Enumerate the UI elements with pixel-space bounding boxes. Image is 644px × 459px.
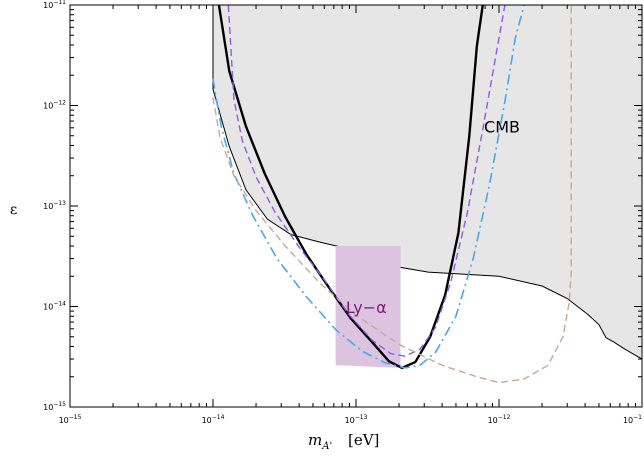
shaded-regions [212, 5, 642, 368]
x-axis-title: mA' [308, 431, 332, 452]
limit-curve-3 [212, 5, 572, 384]
region-1-fill [335, 245, 401, 368]
y-tick-label: 10−12 [43, 100, 66, 111]
y-tick-label: 10−11 [43, 0, 66, 10]
x-tick-label: 10−1 [623, 414, 642, 425]
x-tick-label: 10−12 [488, 414, 511, 425]
region-labels: CMB Ly−α [346, 117, 520, 317]
limit-curve-0 [217, 5, 484, 370]
region-label-0: CMB [484, 117, 520, 136]
x-axis-title-subscript: A' [321, 441, 332, 452]
region-0-fill [213, 5, 642, 360]
y-tick-label: 10−14 [43, 301, 66, 312]
x-tick-label: 10−15 [59, 414, 82, 425]
x-axis-title-main: m [308, 431, 322, 449]
region-0-boundary [212, 5, 642, 360]
y-tick-label: 10−15 [43, 401, 66, 412]
tick-labels: 10−15 10−14 10−13 10−12 10−1 10−15 10−14 10−13 1… [43, 0, 642, 425]
y-axis-title: ε [10, 202, 17, 218]
y-tick-label: 10−13 [43, 200, 66, 211]
limit-curves [212, 5, 572, 384]
plot-frame [69, 4, 643, 408]
x-tick-label: 10−13 [345, 414, 368, 425]
x-tick-label: 10−14 [202, 414, 225, 425]
x-axis-unit: [eV] [348, 431, 379, 449]
axis-ticks [69, 4, 643, 408]
limit-curve-1 [212, 5, 525, 369]
region-label-1: Ly−α [346, 298, 387, 317]
limit-curve-2 [227, 5, 506, 357]
